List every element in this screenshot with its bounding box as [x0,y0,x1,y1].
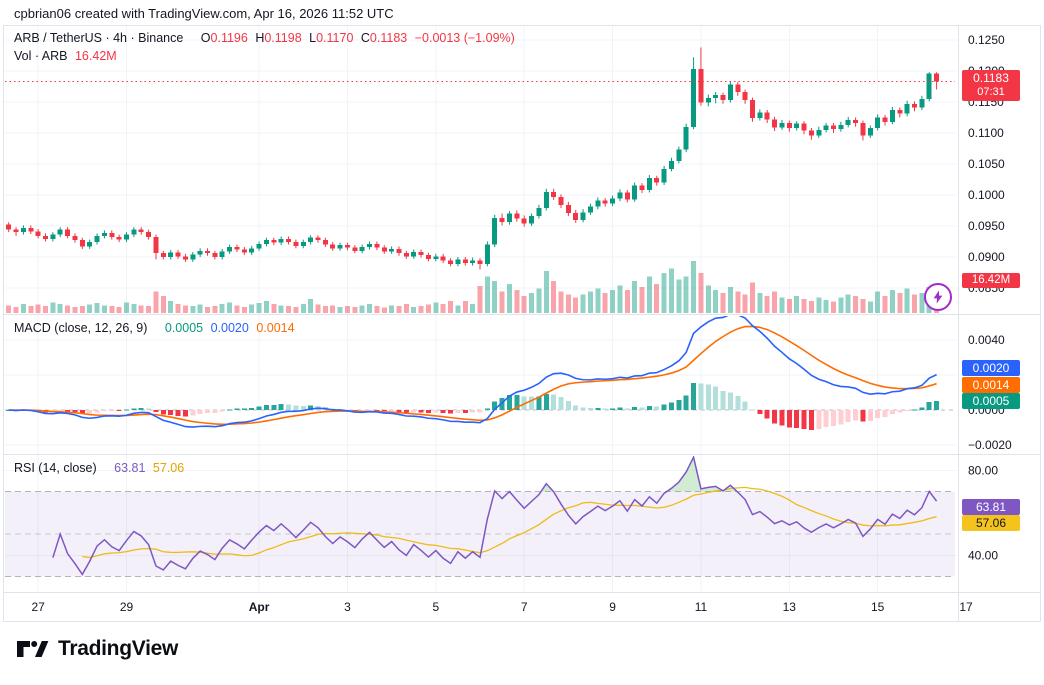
change-value: −0.0013 (−1.09%) [414,31,515,45]
svg-text:0.1100: 0.1100 [968,126,1004,140]
svg-text:17: 17 [959,600,973,614]
svg-text:−0.0020: −0.0020 [968,438,1012,452]
rsi-badge: 63.81 [962,499,1020,515]
volume-value: 16.42M [74,49,117,63]
rsi-band [5,491,955,577]
svg-text:9: 9 [609,600,616,614]
volume-axis-badge: 16.42M [962,273,1020,288]
macd-line-badge: 0.0020 [962,360,1020,376]
symbol-legend[interactable]: ARB / TetherUS · 4h · Binance O0.1196 H0… [14,31,519,45]
svg-text:Apr: Apr [249,600,270,614]
rsi-scale[interactable]: 80.00 40.00 [968,463,998,562]
rsi-overbought-fill [666,457,738,492]
time-scale[interactable]: 27 29 Apr 3 5 7 9 11 13 15 17 [31,600,973,614]
close-label: C [360,31,370,45]
low-label: L [309,31,317,45]
svg-text:0.0900: 0.0900 [968,250,1005,264]
rsi-pane [5,456,955,577]
svg-text:0.1050: 0.1050 [968,157,1005,171]
close-value: 0.1183 [369,31,408,45]
volume-label: Vol · ARB [14,49,68,63]
macd-signal-line [8,325,937,426]
macd-hist-badge: 0.0005 [962,393,1020,409]
svg-text:0.1250: 0.1250 [968,33,1005,47]
svg-text:40.00: 40.00 [968,548,998,562]
macd-pane [5,316,956,430]
rsi-line [52,456,938,576]
rsi-ma-value: 57.06 [152,461,185,475]
svg-text:0.0040: 0.0040 [968,333,1005,347]
rsi-value: 63.81 [114,461,146,475]
rsi-ma-line [82,486,937,559]
snapshot-credit: cpbrian06 created with TradingView.com, … [14,6,394,21]
open-label: O [200,31,211,45]
macd-legend[interactable]: MACD (close, 12, 26, 9) 0.0005 0.0020 0.… [14,321,299,335]
panel-borders [3,25,1041,622]
svg-text:0.1000: 0.1000 [968,188,1005,202]
macd-line [8,316,937,428]
svg-text:3: 3 [344,600,351,614]
svg-text:7: 7 [521,600,528,614]
rsi-ma-badge: 57.06 [962,515,1020,531]
macd-signal-badge: 0.0014 [962,377,1020,393]
rsi-legend[interactable]: RSI (14, close) 63.81 57.06 [14,461,188,475]
svg-text:13: 13 [783,600,797,614]
tradingview-logo[interactable]: TradingView [16,637,178,661]
rsi-title: RSI (14, close) [14,461,97,475]
svg-text:27: 27 [31,600,45,614]
svg-text:29: 29 [120,600,134,614]
svg-text:0.0950: 0.0950 [968,219,1005,233]
macd-line-value: 0.0020 [210,321,249,335]
open-value: 0.1196 [210,31,248,45]
macd-signal-value: 0.0014 [256,321,295,335]
macd-title: MACD (close, 12, 26, 9) [14,321,148,335]
svg-text:15: 15 [871,600,885,614]
symbol-title[interactable]: ARB / TetherUS · 4h · Binance [14,31,184,45]
current-price-value: 0.1183 [973,71,1009,85]
tradingview-logo-text: TradingView [58,637,179,660]
high-value: 0.1198 [264,31,302,45]
bar-countdown: 07:31 [977,86,1005,98]
rsi-overbought-fill [541,483,554,492]
volume-legend[interactable]: Vol · ARB 16.42M [14,49,121,63]
low-value: 0.1170 [316,31,354,45]
volume-bars [6,261,940,313]
current-price-badge: 0.1183 07:31 [962,70,1020,101]
tradingview-logo-icon [17,641,49,657]
svg-text:80.00: 80.00 [968,463,998,477]
instant-trading-button[interactable] [924,283,952,311]
high-label: H [255,31,265,45]
candlesticks [6,47,940,270]
svg-text:11: 11 [695,600,708,614]
gridlines [5,26,957,592]
lightning-icon [933,290,943,304]
macd-hist-value: 0.0005 [164,321,204,335]
svg-text:5: 5 [432,600,439,614]
